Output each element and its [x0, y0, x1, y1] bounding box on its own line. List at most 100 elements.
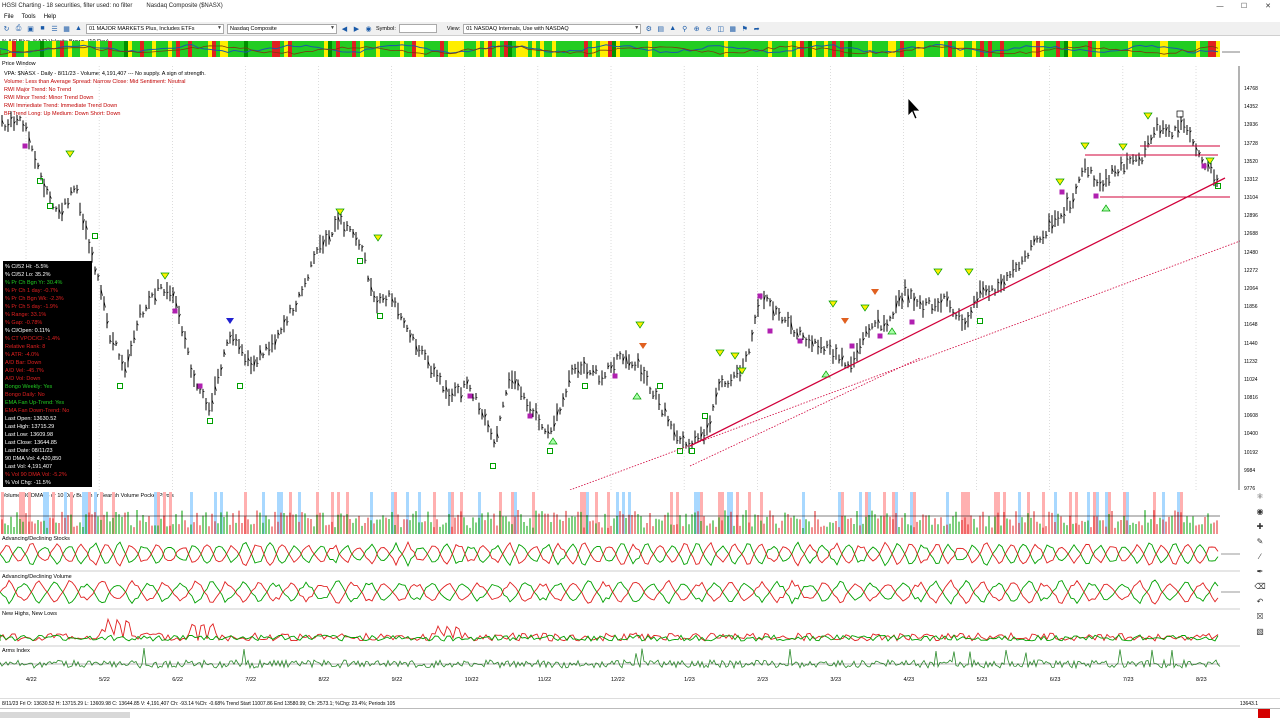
- price-bar-close: [958, 315, 961, 317]
- maximize-icon[interactable]: ☐: [1240, 3, 1248, 10]
- next-icon[interactable]: ▶: [353, 25, 360, 33]
- price-bar-close: [91, 251, 94, 257]
- menu-tools[interactable]: Tools: [21, 14, 36, 20]
- stop-button[interactable]: [1258, 709, 1270, 718]
- signal-box-marker: [377, 313, 383, 319]
- signal-square-marker: [1201, 163, 1207, 169]
- price-bar-close: [355, 237, 358, 241]
- price-bar-close: [997, 281, 1000, 284]
- up-arrow-icon[interactable]: ▲: [75, 25, 82, 32]
- view-select[interactable]: 01 NASDAQ Internals, Use with NASDAQ ▼: [463, 23, 642, 34]
- volume-pocket-band: [1027, 492, 1030, 534]
- refresh-icon[interactable]: ↻: [3, 25, 10, 33]
- text-tool-icon[interactable]: ▧: [1256, 626, 1264, 636]
- zoom-search-icon[interactable]: ⚲: [682, 25, 688, 33]
- price-bar-close: [1033, 238, 1036, 243]
- strip-segment: [980, 41, 984, 57]
- chart-settings-icon[interactable]: ⚙: [645, 25, 652, 33]
- strip-segment: [124, 41, 128, 57]
- flag-icon[interactable]: ⚑: [741, 25, 748, 33]
- strip-segment: [768, 41, 772, 57]
- new-highs-lows-chart[interactable]: [0, 611, 1240, 647]
- horizontal-scrollbar[interactable]: [0, 708, 1280, 720]
- ad-stocks-chart[interactable]: [0, 536, 1240, 572]
- table-icon[interactable]: ▦: [729, 25, 737, 33]
- signal-square-marker: [527, 413, 533, 419]
- volume-chart[interactable]: [0, 492, 1240, 534]
- price-bar-close: [625, 353, 628, 364]
- price-bar-close: [229, 334, 232, 338]
- binoculars-icon[interactable]: ◉: [365, 25, 372, 33]
- price-bar-close: [682, 435, 685, 439]
- security-select[interactable]: Nasdaq Composite ▼: [227, 23, 337, 34]
- price-bar-close: [571, 367, 574, 370]
- volume-pocket-band: [622, 492, 625, 534]
- undo-icon[interactable]: ↶: [1256, 596, 1264, 606]
- indicator-icon[interactable]: ▲: [669, 25, 677, 32]
- price-bar-close: [865, 330, 868, 335]
- price-bar-close: [646, 375, 649, 378]
- down-triangle-marker: [1118, 143, 1128, 151]
- price-bar-close: [187, 351, 190, 354]
- strip-segment: [724, 41, 728, 57]
- price-axis: 14768 14352 13936 13728 13520 13312 13104 12896…: [1238, 66, 1280, 492]
- price-bar-close: [1195, 146, 1198, 151]
- scroll-thumb[interactable]: [0, 712, 130, 718]
- menu-file[interactable]: File: [4, 14, 14, 20]
- price-chart[interactable]: [0, 66, 1240, 490]
- delete-icon[interactable]: ☒: [1256, 611, 1264, 621]
- line-tool-icon[interactable]: ∕: [1259, 551, 1261, 561]
- eraser-icon[interactable]: ⌫: [1254, 581, 1266, 591]
- close-icon[interactable]: ✕: [1265, 3, 1271, 10]
- zoom-in-icon[interactable]: ⊕: [693, 25, 700, 33]
- strip-segment: [140, 41, 144, 57]
- price-bar-close: [436, 374, 439, 377]
- price-bar-close: [76, 188, 79, 192]
- price-bar-close: [163, 291, 166, 293]
- crosshair-icon[interactable]: ✚: [1256, 521, 1264, 531]
- price-bar-close: [904, 286, 907, 289]
- grid-icon[interactable]: ▦: [63, 25, 70, 33]
- pen-icon[interactable]: ✒: [1256, 566, 1264, 576]
- date-axis-label: 10/22: [464, 677, 479, 683]
- stats-line: Relative Rank: 8: [5, 344, 46, 350]
- minimize-icon[interactable]: —: [1216, 2, 1224, 10]
- strip-segment: [1212, 41, 1216, 57]
- price-bar-close: [745, 354, 748, 357]
- price-bar-close: [286, 321, 289, 323]
- price-bar-close: [946, 296, 949, 303]
- eye-icon[interactable]: ◉: [1256, 506, 1264, 516]
- open-icon[interactable]: ▣: [27, 25, 34, 33]
- prev-icon[interactable]: ◀: [341, 25, 348, 33]
- stats-line: % Gap: -0.78%: [5, 320, 43, 326]
- price-bar-close: [1057, 217, 1060, 219]
- export-icon[interactable]: ➦: [753, 25, 760, 33]
- price-bar-close: [532, 409, 535, 412]
- date-axis-label: 6/23: [1049, 677, 1061, 683]
- ad-volume-chart[interactable]: [0, 574, 1240, 610]
- compass-icon[interactable]: ⚛: [1256, 491, 1264, 501]
- symbol-input[interactable]: [398, 24, 437, 33]
- market-list-select[interactable]: 01 MAJOR MARKETS Plus, Includes ETFs ▼: [86, 23, 224, 34]
- stats-line: % CT VPOC/Cl: -1.4%: [5, 336, 60, 342]
- menu-help[interactable]: Help: [43, 14, 57, 20]
- price-bar-close: [460, 395, 463, 400]
- arms-index-chart[interactable]: [0, 648, 1240, 676]
- strip-segment: [824, 41, 828, 57]
- pencil-icon[interactable]: ✎: [1256, 536, 1264, 546]
- volume-pocket-band: [346, 492, 349, 534]
- up-triangle-marker: [821, 370, 831, 378]
- layout-icon[interactable]: ▤: [657, 25, 665, 33]
- price-bar-close: [664, 407, 667, 412]
- print-icon[interactable]: ⎙: [15, 24, 22, 32]
- stats-line: Last Low: 13609.98: [5, 432, 54, 438]
- trend-line: [689, 177, 1226, 447]
- new-lows-line: [0, 617, 1219, 642]
- price-bar-close: [790, 320, 793, 330]
- columns-icon[interactable]: ◫: [717, 25, 725, 33]
- save-icon[interactable]: ■: [40, 25, 45, 32]
- list-icon[interactable]: ☰: [51, 25, 58, 33]
- price-bar-close: [1063, 213, 1066, 216]
- price-bar-close: [523, 396, 526, 399]
- zoom-out-icon[interactable]: ⊖: [705, 25, 712, 33]
